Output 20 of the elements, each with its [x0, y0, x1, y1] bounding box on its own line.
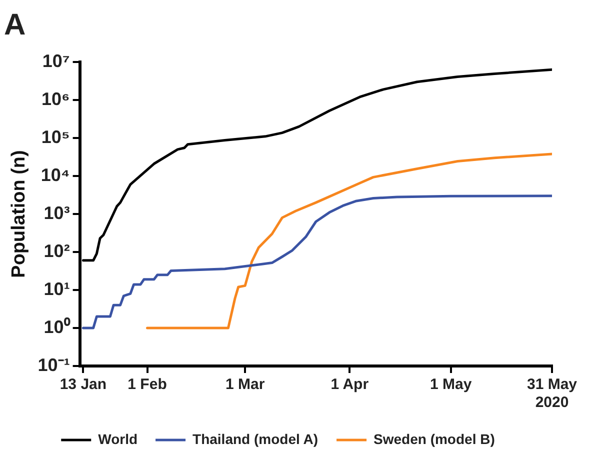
- x-tick-label: 1 Feb: [128, 376, 167, 394]
- x-tick-label: 1 Apr: [330, 376, 369, 394]
- y-tick-label: 10²: [44, 240, 70, 261]
- x-tick-label: 1 May: [430, 376, 472, 394]
- y-tick-label: 10⁶: [42, 88, 70, 109]
- y-axis-title: Population (n): [8, 150, 30, 278]
- y-tick-label: 10¹: [44, 278, 70, 299]
- x-tick-label: 31 May 2020: [526, 376, 578, 412]
- legend-label: World: [98, 430, 138, 447]
- x-tick-label: 13 Jan: [60, 376, 107, 394]
- y-tick-label: 10⁵: [41, 126, 70, 147]
- legend-label: Sweden (model B): [374, 430, 495, 447]
- chart-title: A: [4, 8, 26, 42]
- y-tick-label: 10³: [44, 202, 70, 223]
- legend-label: Thailand (model A): [192, 430, 318, 447]
- x-tick-label: 1 Mar: [225, 376, 265, 394]
- y-tick-label: 10⁴: [40, 164, 70, 185]
- y-tick-label: 10⁰: [44, 316, 71, 337]
- y-tick-label: 10⁻¹: [38, 354, 70, 375]
- y-tick-label: 10⁷: [42, 50, 70, 71]
